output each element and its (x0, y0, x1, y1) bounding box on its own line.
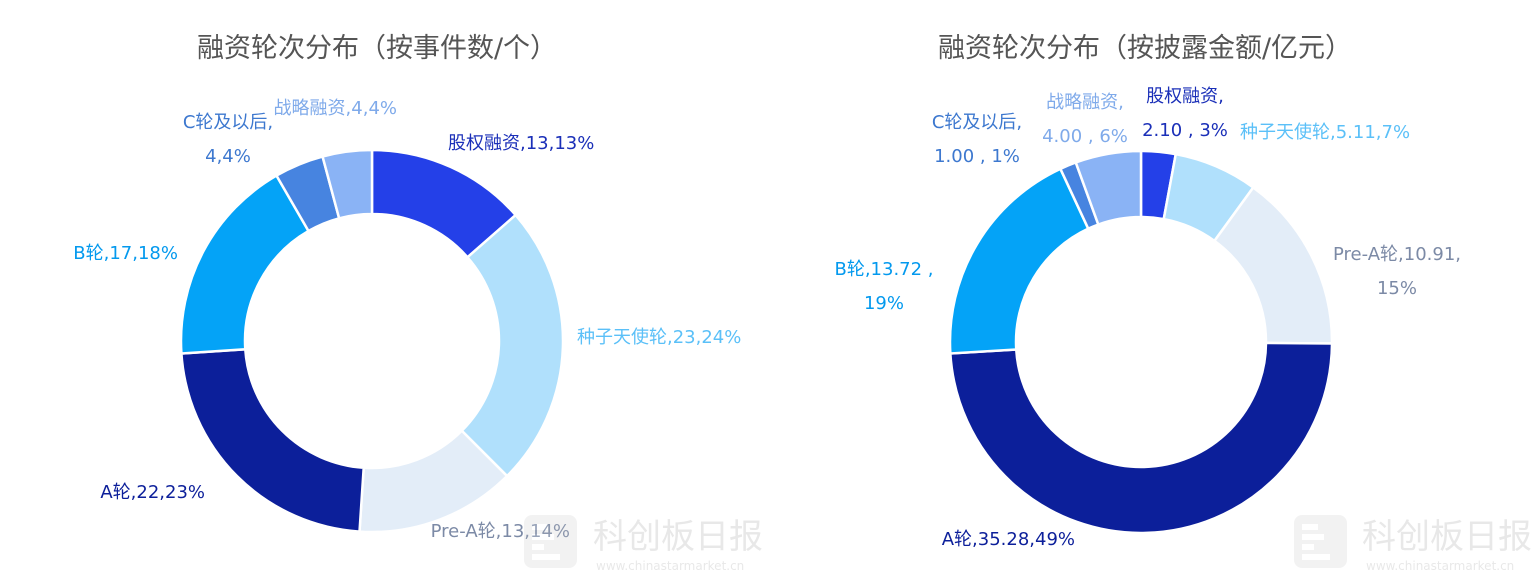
donut-slice-0-1[interactable] (460, 213, 565, 478)
donut-chart-amount: 股权融资, 2.10 , 3% 种子天使轮,5.11,7% Pre-A轮,10.91,… (834, 86, 1461, 550)
donut-slice-1-3[interactable] (949, 341, 1334, 535)
data-label-1-6: 战略融资, 4.00 , 6% (1042, 92, 1128, 147)
donut-slice-1-6[interactable] (1074, 149, 1143, 227)
chart-title-events: 融资轮次分布（按事件数/个） (196, 33, 558, 64)
data-label-1-4: B轮,13.72 , 19% (834, 259, 933, 314)
donut-slice-1-4[interactable] (948, 167, 1090, 355)
watermark-name: 科创板日报 (593, 517, 763, 557)
data-label-1-1: 种子天使轮,5.11,7% (1240, 122, 1410, 143)
data-label-0-0: 股权融资,13,13% (448, 133, 594, 154)
data-label-0-3: A轮,22,23% (100, 482, 205, 503)
data-label-0-6: 战略融资,4,4% (274, 98, 397, 119)
watermark-logo-right: 科创板日报 www.chinastarmarket.cn (1294, 515, 1532, 573)
donut-slice-0-4[interactable] (179, 173, 311, 355)
data-label-0-5: C轮及以后, 4,4% (183, 112, 273, 167)
watermark-logo-icon (524, 515, 577, 568)
watermark-url: www.chinastarmarket.cn (596, 559, 744, 573)
data-label-1-5: C轮及以后, 1.00 , 1% (932, 112, 1022, 167)
watermark-logo-icon (1294, 515, 1347, 568)
watermark-name: 科创板日报 (1362, 517, 1532, 557)
watermark-logo-left: 科创板日报 www.chinastarmarket.cn (524, 515, 763, 573)
watermark-url: www.chinastarmarket.cn (1366, 559, 1514, 573)
donut-chart-events: 股权融资,13,13% 种子天使轮,23,24% Pre-A轮,13,14% A轮,2… (73, 98, 741, 542)
data-label-1-0: 股权融资, 2.10 , 3% (1142, 86, 1228, 141)
donut-slice-0-6[interactable] (321, 148, 374, 220)
data-label-0-1: 种子天使轮,23,24% (577, 327, 741, 348)
data-label-0-2: Pre-A轮,13,14% (431, 521, 570, 542)
data-label-1-2: Pre-A轮,10.91, 15% (1333, 244, 1461, 299)
data-label-0-4: B轮,17,18% (73, 243, 178, 264)
donut-slice-0-3[interactable] (180, 347, 366, 533)
data-label-1-3: A轮,35.28,49% (942, 529, 1075, 550)
chart-title-amount: 融资轮次分布（按披露金额/亿元） (937, 33, 1353, 64)
